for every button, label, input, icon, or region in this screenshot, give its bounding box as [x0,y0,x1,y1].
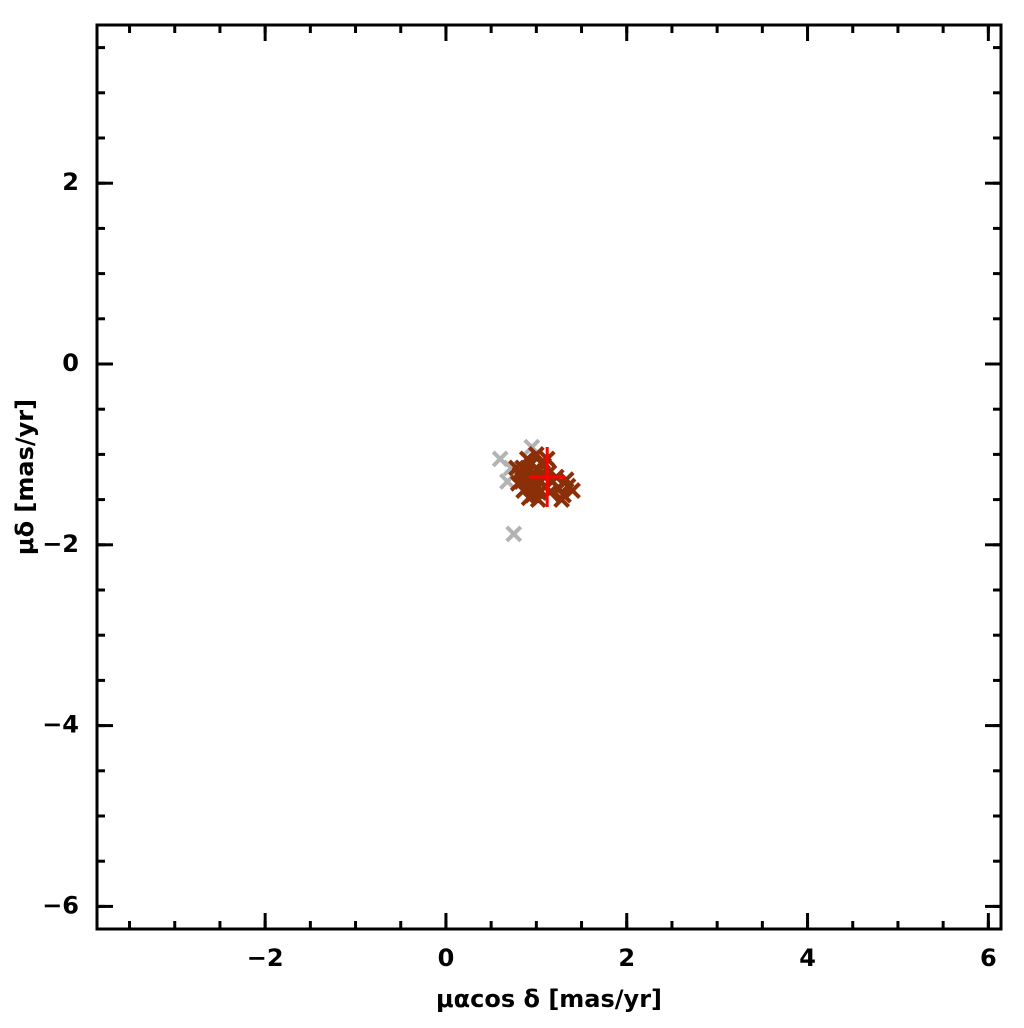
x-tick-label: 2 [618,944,635,972]
plot-frame [95,23,1003,931]
point [505,525,523,543]
point [541,483,559,501]
y-tick-label: −6 [42,891,79,919]
y-tick-label: 0 [62,349,79,377]
x-tick-label: 0 [438,944,455,972]
x-tick-label: −2 [247,944,284,972]
x-tick-label: 6 [980,944,997,972]
point [529,447,566,507]
point [553,491,571,509]
point [520,489,538,507]
y-tick-label: 2 [62,168,79,196]
point [508,459,525,477]
x-tick-label: 4 [799,944,816,972]
y-tick-label: −2 [42,530,79,558]
x-axis-label: μαcos δ [mas/yr] [436,985,662,1013]
point [557,471,575,489]
y-tick-label: −4 [42,711,79,739]
y-axis-label: μδ [mas/yr] [11,399,39,555]
